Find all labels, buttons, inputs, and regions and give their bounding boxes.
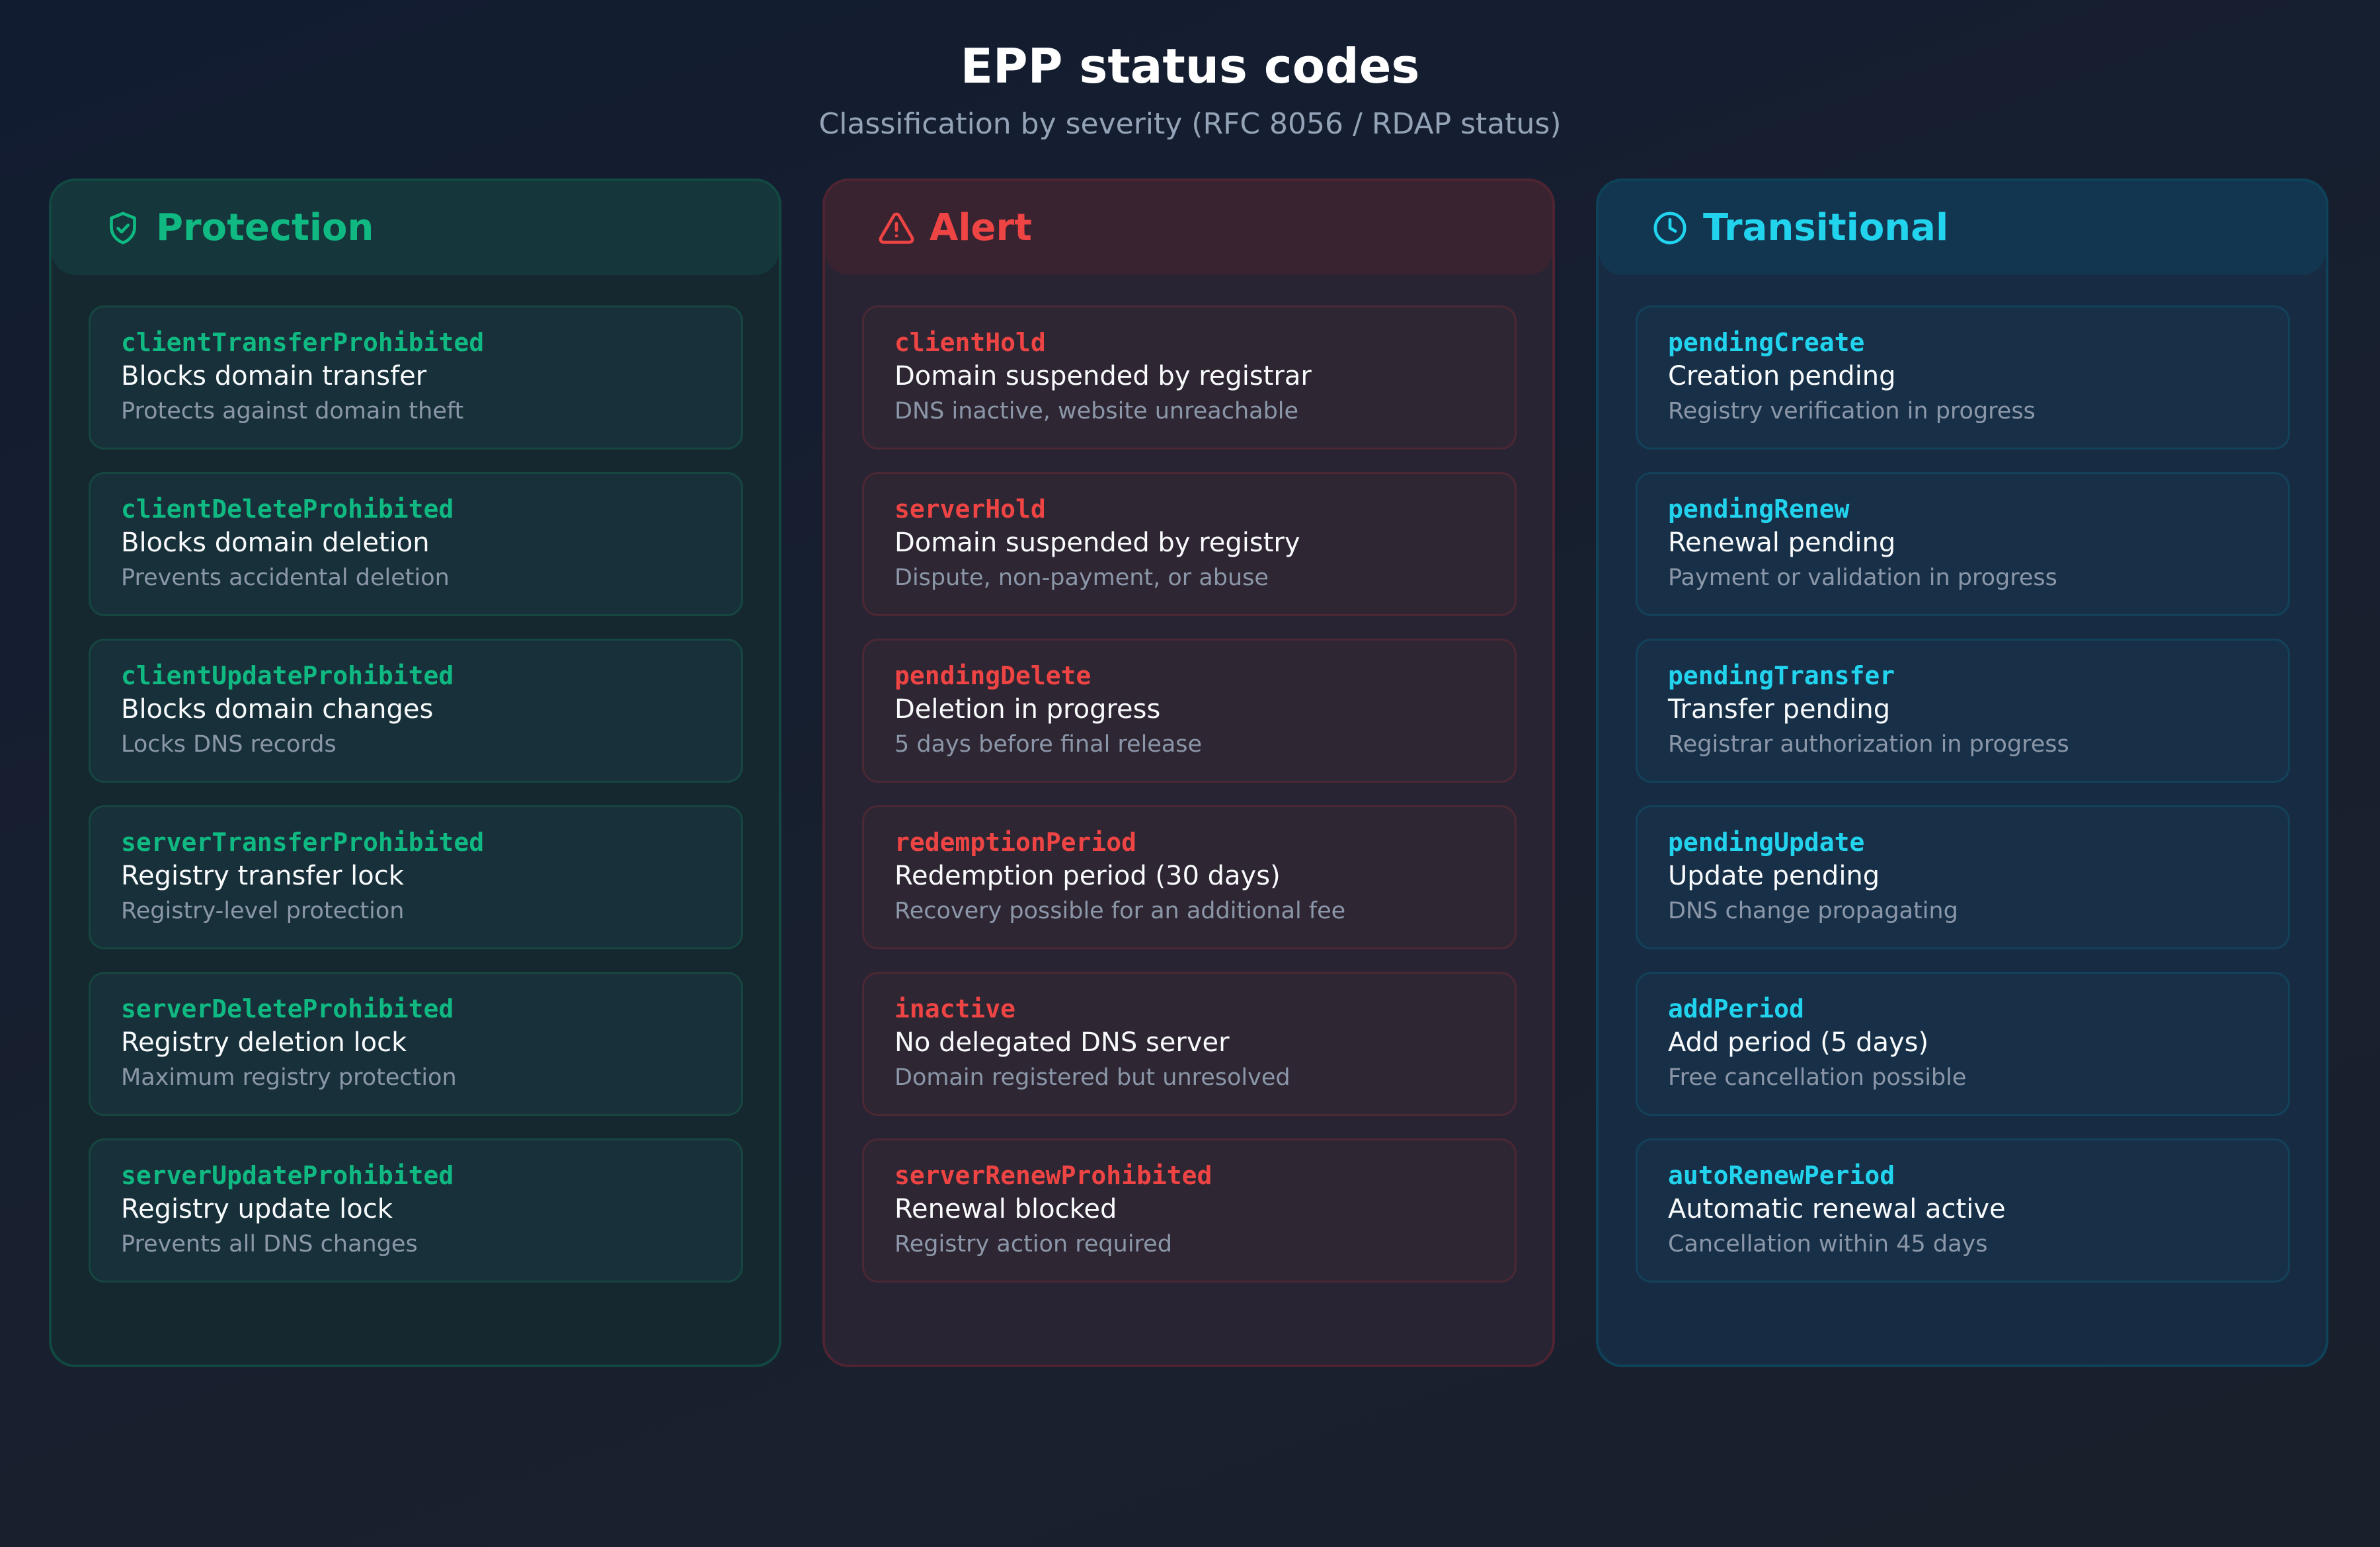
status-card: pendingUpdate Update pending DNS change … [1636, 805, 2290, 949]
protection-status-list: clientTransferProhibited Blocks domain t… [89, 305, 743, 1305]
status-description: Add period (5 days) [1668, 1027, 1929, 1058]
status-card: pendingRenew Renewal pending Payment or … [1636, 472, 2290, 616]
status-card: pendingDelete Deletion in progress 5 day… [862, 639, 1517, 783]
status-card: serverTransferProhibited Registry transf… [89, 805, 743, 949]
status-note: Dispute, non-payment, or abuse [894, 565, 1269, 591]
status-description: Blocks domain transfer [121, 361, 427, 391]
status-card: clientHold Domain suspended by registrar… [862, 305, 1517, 450]
status-description: Blocks domain changes [121, 694, 434, 725]
status-card: pendingTransfer Transfer pending Registr… [1636, 639, 2290, 783]
status-card: serverDeleteProhibited Registry deletion… [89, 972, 743, 1116]
status-note: Prevents accidental deletion [121, 565, 450, 591]
status-code: serverHold [894, 495, 1046, 524]
status-note: Maximum registry protection [121, 1064, 457, 1091]
status-description: Deletion in progress [894, 694, 1161, 725]
warning-triangle-icon [878, 210, 915, 247]
status-code: serverUpdateProhibited [121, 1161, 454, 1190]
status-card: autoRenewPeriod Automatic renewal active… [1636, 1138, 2290, 1283]
status-code: pendingUpdate [1668, 828, 1865, 857]
status-note: 5 days before final release [894, 731, 1203, 758]
status-note: Protects against domain theft [121, 398, 464, 424]
status-card: redemptionPeriod Redemption period (30 d… [862, 805, 1517, 949]
status-card: addPeriod Add period (5 days) Free cance… [1636, 972, 2290, 1116]
page-subtitle: Classification by severity (RFC 8056 / R… [818, 107, 1562, 141]
status-description: Renewal pending [1668, 528, 1896, 558]
status-description: Creation pending [1668, 361, 1896, 391]
transitional-status-list: pendingCreate Creation pending Registry … [1636, 305, 2290, 1305]
status-note: Free cancellation possible [1668, 1064, 1967, 1091]
status-description: Transfer pending [1668, 694, 1891, 725]
status-card: clientUpdateProhibited Blocks domain cha… [89, 639, 743, 783]
status-note: DNS inactive, website unreachable [894, 398, 1299, 424]
status-note: Recovery possible for an additional fee [894, 898, 1346, 924]
status-card: pendingCreate Creation pending Registry … [1636, 305, 2290, 450]
status-note: Domain registered but unresolved [894, 1064, 1290, 1091]
status-note: Cancellation within 45 days [1668, 1231, 1988, 1257]
status-note: Payment or validation in progress [1668, 565, 2057, 591]
status-card: serverRenewProhibited Renewal blocked Re… [862, 1138, 1517, 1283]
status-code: pendingTransfer [1668, 661, 1895, 690]
status-code: serverRenewProhibited [894, 1161, 1212, 1190]
status-code: pendingRenew [1668, 495, 1850, 524]
transitional-column: Transitional pendingCreate Creation pend… [1596, 178, 2328, 1367]
status-code: autoRenewPeriod [1668, 1161, 1895, 1190]
clock-icon [1651, 210, 1688, 247]
status-description: Domain suspended by registry [894, 528, 1300, 558]
status-description: No delegated DNS server [894, 1027, 1230, 1058]
transitional-column-header: Transitional [1599, 181, 2326, 275]
status-description: Redemption period (30 days) [894, 861, 1281, 891]
status-code: clientUpdateProhibited [121, 661, 454, 690]
status-description: Registry deletion lock [121, 1027, 407, 1058]
status-code: pendingCreate [1668, 328, 1865, 357]
status-code: pendingDelete [894, 661, 1091, 690]
status-code: clientDeleteProhibited [121, 495, 454, 524]
status-card: serverHold Domain suspended by registry … [862, 472, 1517, 616]
alert-column-header: Alert [825, 181, 1552, 275]
status-card: clientDeleteProhibited Blocks domain del… [89, 472, 743, 616]
status-card: serverUpdateProhibited Registry update l… [89, 1138, 743, 1283]
status-card: inactive No delegated DNS server Domain … [862, 972, 1517, 1116]
status-note: Registrar authorization in progress [1668, 731, 2069, 758]
alert-column-title: Alert [930, 206, 1032, 249]
status-code: serverDeleteProhibited [121, 994, 454, 1023]
shield-check-icon [104, 210, 141, 247]
status-note: Registry action required [894, 1231, 1172, 1257]
status-description: Blocks domain deletion [121, 528, 430, 558]
status-description: Update pending [1668, 861, 1880, 891]
transitional-column-title: Transitional [1703, 206, 1949, 249]
status-code: addPeriod [1668, 994, 1804, 1023]
status-description: Renewal blocked [894, 1194, 1117, 1224]
status-note: DNS change propagating [1668, 898, 1958, 924]
alert-status-list: clientHold Domain suspended by registrar… [862, 305, 1517, 1305]
status-code: clientHold [894, 328, 1046, 357]
status-code: clientTransferProhibited [121, 328, 485, 357]
protection-column-title: Protection [156, 206, 374, 249]
status-description: Domain suspended by registrar [894, 361, 1312, 391]
status-description: Automatic renewal active [1668, 1194, 2006, 1224]
status-note: Registry verification in progress [1668, 398, 2036, 424]
status-note: Prevents all DNS changes [121, 1231, 418, 1257]
page-title: EPP status codes [960, 38, 1420, 94]
status-description: Registry transfer lock [121, 861, 404, 891]
status-description: Registry update lock [121, 1194, 393, 1224]
alert-column: Alert clientHold Domain suspended by reg… [822, 178, 1555, 1367]
status-code: inactive [894, 994, 1016, 1023]
protection-column-header: Protection [52, 181, 779, 275]
status-note: Registry-level protection [121, 898, 405, 924]
status-code: serverTransferProhibited [121, 828, 485, 857]
status-note: Locks DNS records [121, 731, 337, 758]
status-card: clientTransferProhibited Blocks domain t… [89, 305, 743, 450]
protection-column: Protection clientTransferProhibited Bloc… [49, 178, 781, 1367]
status-code: redemptionPeriod [894, 828, 1137, 857]
